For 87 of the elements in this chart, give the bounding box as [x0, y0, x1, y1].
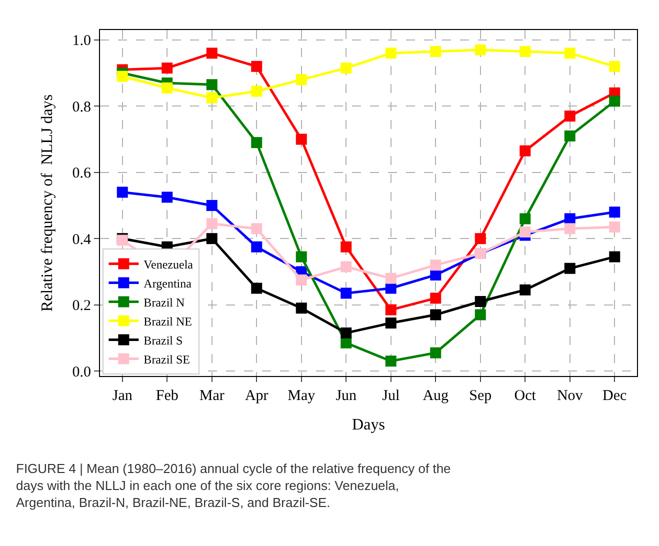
- point: [251, 86, 262, 97]
- point: [564, 48, 576, 59]
- point: [564, 130, 576, 142]
- point: [385, 318, 396, 329]
- y-tick-label: 0.4: [72, 232, 92, 248]
- point: [206, 92, 218, 104]
- x-tick-label: Sep: [469, 388, 492, 404]
- point: [385, 304, 396, 316]
- point: [385, 282, 396, 294]
- point: [385, 272, 396, 284]
- point: [251, 60, 262, 72]
- x-tick-label: Jan: [112, 388, 133, 404]
- x-tick-label: May: [288, 388, 316, 404]
- x-axis-title: Days: [352, 416, 385, 434]
- point: [430, 270, 442, 281]
- x-tick-label: Feb: [156, 388, 178, 404]
- point: [474, 296, 486, 307]
- point: [116, 186, 128, 198]
- legend-label: Argentina: [144, 276, 192, 290]
- x-tick-label: Dec: [602, 388, 628, 404]
- x-tick-label: Oct: [514, 388, 537, 404]
- point: [251, 223, 262, 234]
- caption: FIGURE 4 | Mean (1980–2016) annual cycle of the relative frequency of the days with the NLLJ in each one of the six core regions: Venezuela, Argentina, Brazil-N, Brazil-NE, Brazil-S, and Brazil-SE.: [16, 461, 451, 510]
- y-tick-label: 1.0: [72, 33, 91, 50]
- point: [116, 70, 128, 82]
- point: [340, 327, 352, 338]
- y-axis-title: Relative frequency of NLLJ days: [39, 94, 56, 312]
- point: [564, 110, 576, 122]
- x-tick-label: Mar: [199, 388, 224, 404]
- legend-label: Brazil S: [144, 333, 183, 348]
- point: [609, 251, 620, 262]
- point: [474, 44, 486, 56]
- point: [609, 206, 620, 218]
- point: [340, 62, 352, 74]
- point: [474, 233, 486, 244]
- point: [609, 60, 620, 72]
- point: [206, 200, 218, 211]
- point: [564, 213, 576, 224]
- point: [430, 260, 442, 271]
- point: [296, 74, 307, 86]
- point: [162, 62, 173, 74]
- point: [520, 213, 531, 224]
- point: [609, 96, 620, 107]
- point: [251, 241, 262, 252]
- point: [520, 226, 531, 238]
- point: [296, 302, 307, 314]
- point: [430, 46, 442, 58]
- point: [340, 261, 352, 272]
- point: [430, 292, 442, 304]
- point: [206, 218, 218, 230]
- legend-label: Brazil NE: [144, 314, 192, 328]
- point: [520, 145, 531, 156]
- point: [296, 251, 307, 262]
- y-tick-label: 0.2: [72, 298, 91, 314]
- point: [430, 309, 442, 320]
- y-tick-label: 0.0: [72, 364, 91, 380]
- legend-label: Venezuela: [144, 257, 194, 272]
- x-tick-label: Apr: [244, 388, 268, 404]
- point: [340, 288, 352, 299]
- point: [520, 46, 531, 58]
- y-tick-label: 0.8: [72, 99, 91, 116]
- point: [206, 79, 218, 90]
- point: [206, 233, 218, 244]
- point: [251, 282, 262, 294]
- point: [340, 241, 352, 252]
- point: [162, 192, 173, 203]
- x-tick-label: Aug: [422, 388, 450, 404]
- point: [609, 222, 620, 232]
- y-tick-label: 0.6: [72, 166, 92, 182]
- point: [564, 262, 576, 274]
- point: [474, 309, 486, 320]
- point: [520, 284, 531, 296]
- x-tick-label: Jul: [382, 388, 400, 404]
- point: [251, 137, 262, 148]
- x-tick-label: Jun: [336, 388, 358, 404]
- point: [296, 134, 307, 145]
- point: [385, 356, 396, 367]
- point: [296, 274, 307, 286]
- point: [564, 223, 576, 234]
- point: [385, 48, 396, 59]
- legend-label: Brazil N: [144, 295, 186, 310]
- point: [340, 337, 352, 348]
- point: [162, 82, 173, 94]
- point: [206, 48, 218, 59]
- point: [430, 347, 442, 358]
- legend-label: Brazil SE: [144, 352, 190, 366]
- x-tick-label: Nov: [556, 388, 584, 404]
